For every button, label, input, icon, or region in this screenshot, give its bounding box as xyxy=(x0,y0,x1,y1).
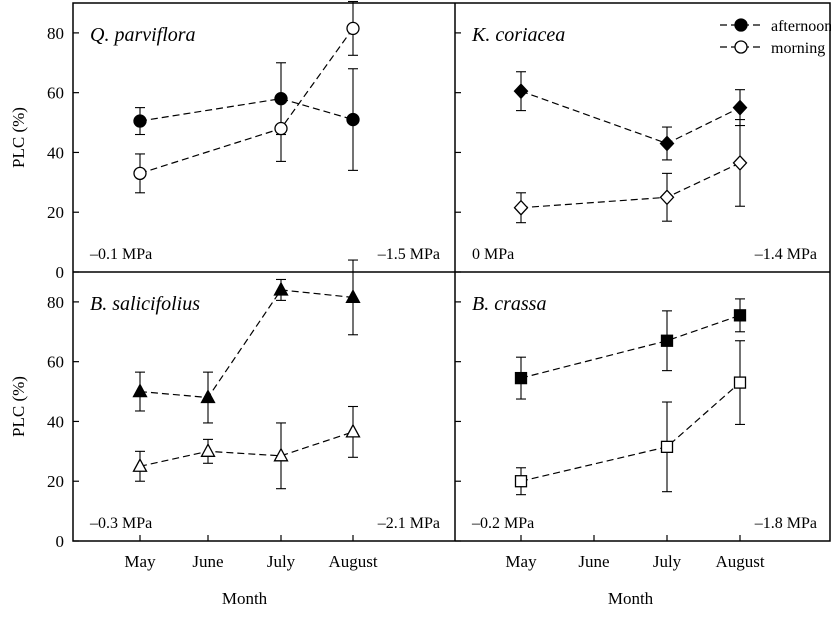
x-tick-label: August xyxy=(715,552,764,571)
pressure-annotation-left: –0.2 MPa xyxy=(471,515,534,532)
data-point-afternoon xyxy=(732,99,748,116)
series-line-morning xyxy=(139,28,354,174)
series-line-morning xyxy=(139,431,354,467)
data-point-morning xyxy=(733,376,747,389)
x-tick-label: July xyxy=(653,552,682,571)
data-point-afternoon xyxy=(513,83,529,100)
series-line-morning xyxy=(520,382,741,482)
y-tick-label: 60 xyxy=(47,353,64,372)
legend-label: afternoon xyxy=(771,18,831,35)
data-point-morning xyxy=(346,21,360,36)
data-point-afternoon xyxy=(733,309,747,322)
panel-title: B. crassa xyxy=(472,293,546,315)
pressure-annotation-right: –1.8 MPa xyxy=(754,515,817,532)
legend-label: morning xyxy=(771,40,825,57)
pressure-annotation-right: –2.1 MPa xyxy=(377,515,440,532)
panel-title: Q. parviflora xyxy=(90,24,196,46)
series-line-afternoon xyxy=(520,314,741,379)
data-point-afternoon xyxy=(514,371,528,385)
y-tick-label: 0 xyxy=(56,532,65,551)
series-line-afternoon xyxy=(520,90,741,145)
panel-title: B. salicifolius xyxy=(90,293,200,315)
data-point-afternoon xyxy=(273,281,289,296)
pressure-annotation-right: –1.4 MPa xyxy=(754,246,817,263)
data-point-morning xyxy=(273,447,289,462)
x-tick-label: July xyxy=(267,552,296,571)
data-point-morning xyxy=(133,166,147,181)
data-point-morning xyxy=(659,189,675,206)
series-line-morning xyxy=(520,162,741,209)
data-point-afternoon xyxy=(132,383,148,398)
legend-marker xyxy=(734,40,748,54)
data-point-morning xyxy=(513,199,529,216)
data-point-afternoon xyxy=(659,135,675,152)
data-point-morning xyxy=(732,154,748,171)
y-tick-label: 40 xyxy=(47,143,64,162)
data-point-afternoon xyxy=(133,114,147,128)
data-point-afternoon xyxy=(660,334,674,347)
y-tick-label: 60 xyxy=(47,84,64,103)
data-point-morning xyxy=(345,423,361,438)
y-axis-title: PLC (%) xyxy=(9,376,28,437)
series-line-afternoon xyxy=(139,98,354,122)
data-point-morning xyxy=(660,440,674,454)
data-point-afternoon xyxy=(345,289,361,304)
x-axis-title: Month xyxy=(222,589,268,608)
y-tick-label: 80 xyxy=(47,293,64,312)
y-tick-label: 80 xyxy=(47,24,64,43)
y-tick-label: 40 xyxy=(47,412,64,431)
y-tick-label: 20 xyxy=(47,203,64,222)
y-tick-label: 20 xyxy=(47,472,64,491)
data-point-morning xyxy=(132,457,148,472)
x-tick-label: June xyxy=(578,552,609,571)
data-point-morning xyxy=(200,442,216,457)
pressure-annotation-left: –0.1 MPa xyxy=(89,246,152,263)
data-point-morning xyxy=(514,475,528,488)
x-axis-title: Month xyxy=(608,589,654,608)
y-tick-label: 0 xyxy=(56,263,65,282)
data-point-afternoon xyxy=(200,389,216,404)
pressure-annotation-left: 0 MPa xyxy=(472,246,514,263)
data-point-morning xyxy=(274,121,288,136)
x-tick-label: May xyxy=(124,552,156,571)
data-point-afternoon xyxy=(346,112,360,127)
panel-title: K. coriacea xyxy=(471,24,565,46)
pressure-annotation-right: –1.5 MPa xyxy=(377,246,440,263)
x-tick-label: August xyxy=(328,552,377,571)
y-axis-title: PLC (%) xyxy=(9,107,28,168)
x-tick-label: June xyxy=(192,552,223,571)
x-tick-label: May xyxy=(505,552,537,571)
legend-marker xyxy=(734,18,748,32)
series-line-afternoon xyxy=(139,289,354,399)
pressure-annotation-left: –0.3 MPa xyxy=(89,515,152,532)
